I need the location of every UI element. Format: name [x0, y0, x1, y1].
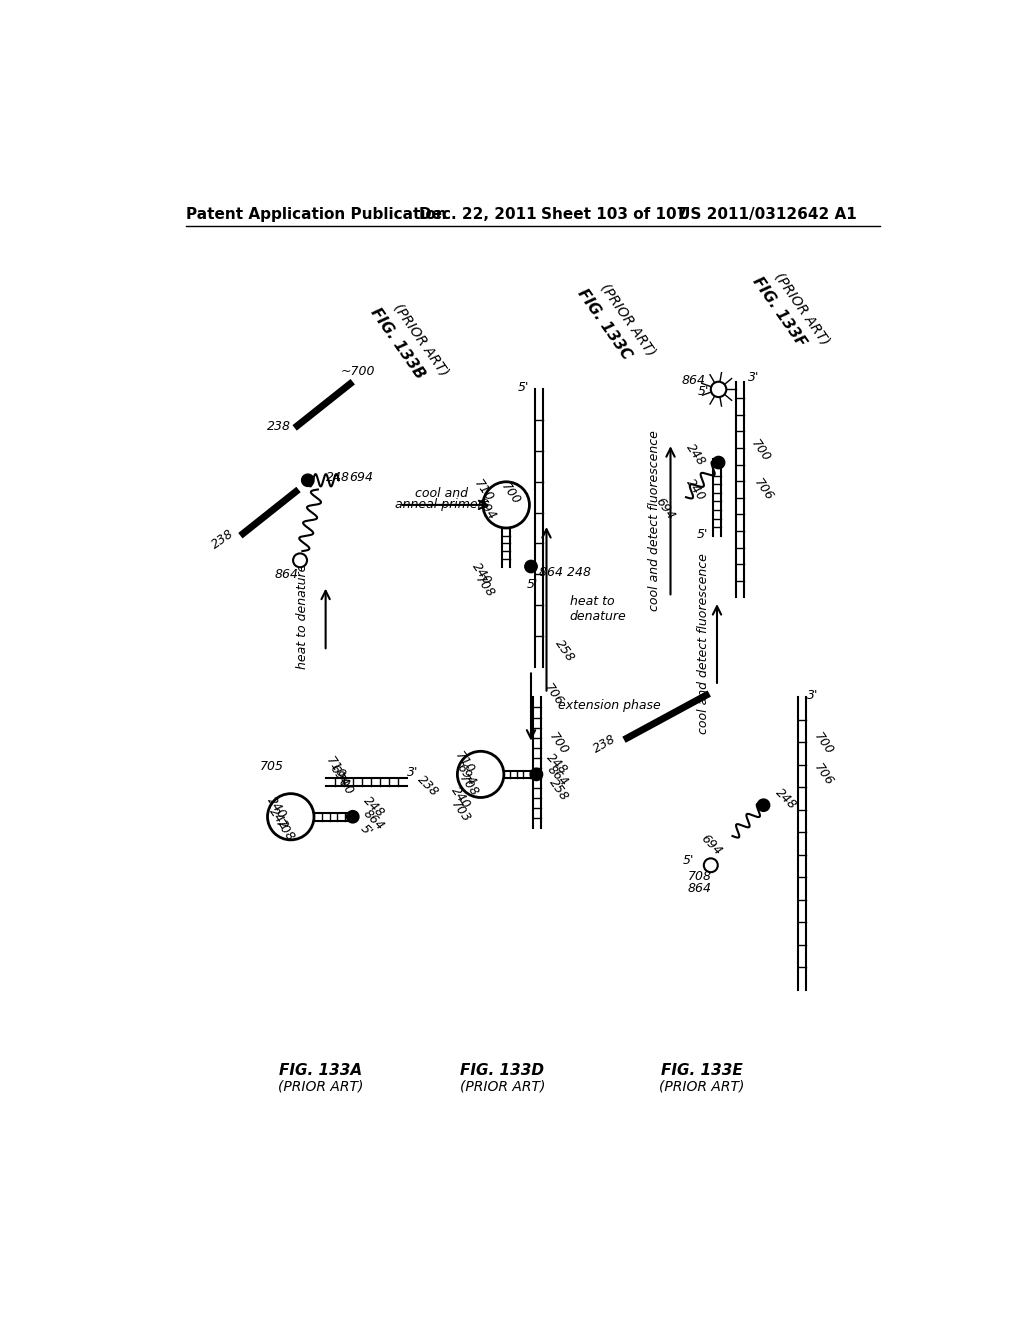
Text: FIG. 133A: FIG. 133A	[279, 1064, 361, 1078]
Text: 242: 242	[266, 805, 291, 833]
Text: 248: 248	[360, 795, 387, 821]
Text: 864: 864	[688, 882, 712, 895]
Text: 240: 240	[264, 793, 289, 821]
Text: 248: 248	[544, 751, 570, 776]
Text: anneal primers: anneal primers	[394, 499, 489, 511]
Text: 710: 710	[453, 750, 477, 776]
Text: 694: 694	[474, 495, 499, 523]
Text: 864: 864	[360, 807, 387, 833]
Text: 3': 3'	[407, 767, 419, 779]
Text: 705: 705	[259, 760, 284, 774]
Text: Dec. 22, 2011: Dec. 22, 2011	[419, 207, 537, 222]
Text: FIG. 133C: FIG. 133C	[574, 286, 635, 362]
Text: 703: 703	[449, 797, 473, 825]
Text: (PRIOR ART): (PRIOR ART)	[658, 1080, 744, 1093]
Text: 694: 694	[349, 471, 373, 484]
Text: 238: 238	[591, 733, 617, 755]
Circle shape	[711, 381, 726, 397]
Text: (PRIOR ART): (PRIOR ART)	[460, 1080, 545, 1093]
Text: 710: 710	[472, 478, 496, 504]
Text: 240: 240	[449, 784, 473, 810]
Text: 240: 240	[683, 477, 708, 503]
Text: 3': 3'	[807, 689, 818, 702]
Text: 5': 5'	[527, 578, 539, 591]
Text: 240: 240	[469, 561, 494, 587]
Text: 864: 864	[681, 374, 706, 387]
Circle shape	[530, 768, 543, 780]
Text: 700: 700	[812, 730, 836, 758]
Text: 5': 5'	[518, 380, 529, 393]
Text: 258: 258	[547, 776, 571, 804]
Text: (PRIOR ART): (PRIOR ART)	[391, 301, 452, 379]
Text: 238: 238	[415, 774, 441, 799]
Text: 694: 694	[652, 495, 677, 523]
Text: (PRIOR ART): (PRIOR ART)	[278, 1080, 362, 1093]
Circle shape	[758, 799, 770, 812]
Text: 248: 248	[326, 471, 349, 484]
Text: ~700: ~700	[341, 366, 376, 379]
Text: 864 248: 864 248	[539, 566, 591, 579]
Circle shape	[302, 474, 314, 486]
Text: 258: 258	[553, 638, 578, 665]
Text: 864: 864	[274, 568, 299, 581]
Text: (PRIOR ART): (PRIOR ART)	[598, 281, 658, 359]
Text: 3': 3'	[748, 371, 760, 384]
Text: 700: 700	[499, 479, 523, 507]
Text: cool and: cool and	[416, 487, 468, 500]
Text: 5': 5'	[696, 528, 708, 541]
Text: 694: 694	[698, 832, 725, 858]
Text: US 2011/0312642 A1: US 2011/0312642 A1	[678, 207, 857, 222]
Circle shape	[524, 560, 538, 573]
Text: 708: 708	[688, 870, 712, 883]
Text: 5': 5'	[357, 822, 375, 840]
Circle shape	[713, 457, 725, 469]
Text: (PRIOR ART): (PRIOR ART)	[772, 269, 833, 347]
Text: 706: 706	[752, 477, 776, 503]
Circle shape	[703, 858, 718, 873]
Text: cool and detect fluorescence: cool and detect fluorescence	[648, 430, 662, 611]
Text: cool and detect fluorescence: cool and detect fluorescence	[696, 553, 710, 734]
Text: 700: 700	[748, 437, 772, 465]
Circle shape	[346, 810, 359, 822]
Text: heat to denature: heat to denature	[296, 564, 309, 669]
Text: 706: 706	[812, 760, 836, 788]
Text: 694: 694	[327, 763, 351, 789]
Text: 248: 248	[773, 785, 799, 812]
Text: Sheet 103 of 107: Sheet 103 of 107	[541, 207, 687, 222]
Text: 706: 706	[542, 681, 566, 709]
Text: FIG. 133B: FIG. 133B	[368, 305, 428, 381]
Text: FIG. 133F: FIG. 133F	[750, 275, 809, 350]
Text: 238: 238	[209, 528, 237, 552]
Text: 5': 5'	[682, 854, 693, 867]
Text: 864: 864	[544, 763, 570, 789]
Text: 694: 694	[454, 760, 478, 788]
Text: 238: 238	[266, 420, 291, 433]
Text: 700: 700	[547, 730, 571, 758]
Circle shape	[293, 553, 307, 568]
Text: 248: 248	[683, 441, 708, 469]
Text: heat to
denature: heat to denature	[569, 595, 627, 623]
Text: 708: 708	[472, 573, 497, 601]
Text: extension phase: extension phase	[558, 698, 660, 711]
Text: 708: 708	[457, 772, 480, 800]
Text: Patent Application Publication: Patent Application Publication	[186, 207, 446, 222]
Text: 700: 700	[331, 771, 355, 799]
Text: 710: 710	[324, 755, 348, 781]
Text: FIG. 133D: FIG. 133D	[461, 1064, 545, 1078]
Text: 708: 708	[272, 817, 297, 845]
Text: FIG. 133E: FIG. 133E	[660, 1064, 742, 1078]
Text: 5': 5'	[698, 385, 710, 399]
